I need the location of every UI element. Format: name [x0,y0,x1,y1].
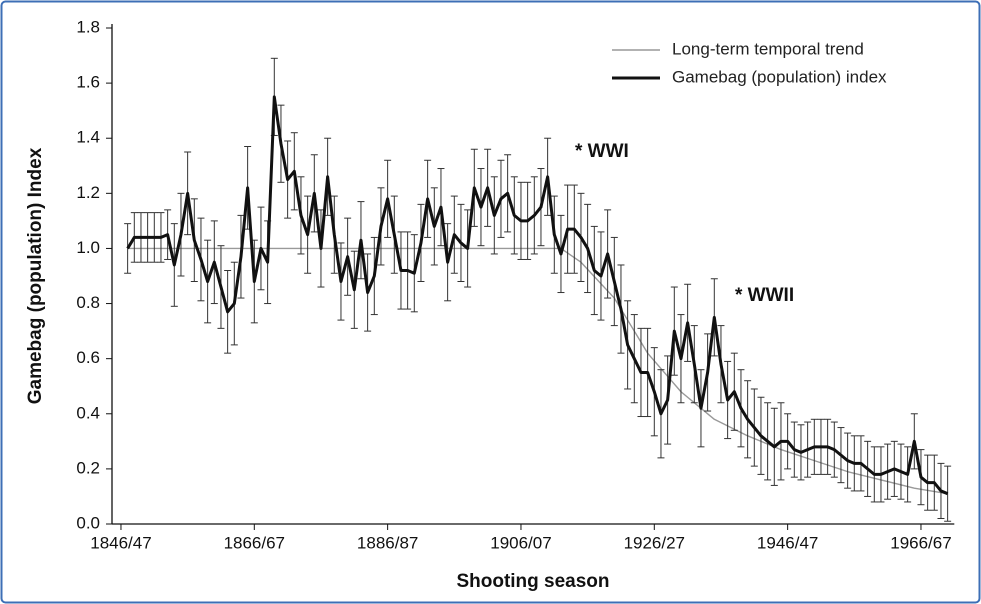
trend-line [127,247,948,495]
x-tick-label: 1846/47 [90,533,151,552]
y-tick-label: 0.0 [76,513,100,532]
y-tick-label: 1.6 [76,73,100,92]
y-tick-label: 0.8 [76,293,100,312]
annotation: * WWI [575,141,629,162]
x-tick-label: 1966/67 [890,533,951,552]
y-tick-label: 0.2 [76,458,100,477]
legend-label: Gamebag (population) index [672,67,887,86]
y-tick-label: 1.2 [76,183,100,202]
x-axis-title: Shooting season [456,571,609,592]
y-tick-label: 1.0 [76,238,100,257]
x-tick-label: 1906/07 [490,533,551,552]
y-tick-label: 1.4 [76,128,100,147]
y-axis-title: Gamebag (population) Index [25,147,46,404]
x-tick-label: 1946/47 [757,533,818,552]
y-tick-label: 0.4 [76,403,100,422]
y-tick-label: 0.6 [76,348,100,367]
legend-label: Long-term temporal trend [672,39,864,58]
x-tick-label: 1886/87 [357,533,418,552]
error-bar [944,465,952,522]
index-line [126,95,949,496]
annotation: * WWII [735,285,794,306]
x-tick-label: 1926/27 [624,533,685,552]
x-tick-label: 1866/67 [224,533,285,552]
y-tick-label: 1.8 [76,17,100,36]
error-bar [124,223,132,274]
